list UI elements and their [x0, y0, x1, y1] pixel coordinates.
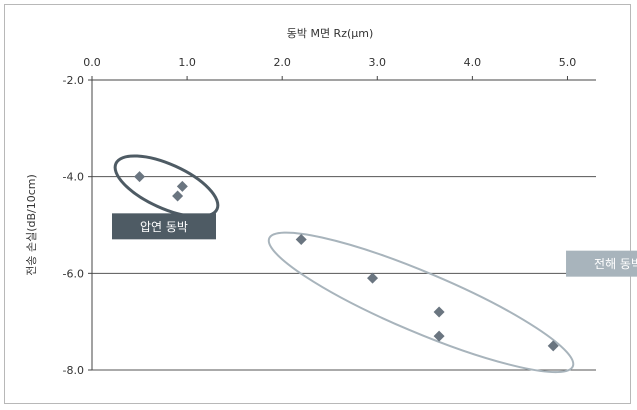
y-tick-label-1: -4.0: [63, 171, 84, 184]
y-tick-label-2: -6.0: [63, 267, 84, 280]
data-point-s0-2: [172, 190, 184, 202]
x-tick-label-3: 3.0: [369, 56, 387, 69]
group-ellipse-0: [113, 154, 220, 219]
group-ellipse-1: [267, 231, 575, 374]
data-point-s0-0: [134, 171, 146, 183]
x-tick-label-2: 2.0: [273, 56, 291, 69]
x-axis-title: 동박 M면 Rz(µm): [287, 27, 374, 40]
y-tick-label-3: -8.0: [63, 364, 84, 377]
data-points: [134, 171, 559, 352]
group-label-0: 압연 동박: [140, 220, 188, 234]
x-tick-label-0: 0.0: [83, 56, 101, 69]
data-point-s1-4: [547, 340, 559, 352]
group-label-1: 전해 동박: [594, 257, 637, 271]
data-point-s1-2: [433, 306, 445, 318]
data-point-s1-1: [367, 272, 379, 284]
ticks: 0.0 1.0 2.0 3.0 4.0 5.0 -2.0 -4.0 -6.0 -8.0: [63, 56, 577, 377]
group-label-box-1: [566, 250, 637, 277]
x-tick-label-4: 4.0: [464, 56, 482, 69]
data-point-s0-1: [176, 180, 188, 192]
group-ellipses: [113, 154, 575, 374]
group-label-box-0: [112, 213, 216, 240]
y-axis-title: 전송 손실(dB/10cm): [25, 174, 38, 276]
x-tick-label-5: 5.0: [559, 56, 577, 69]
data-point-s1-0: [295, 234, 307, 245]
data-point-s1-3: [433, 330, 445, 342]
y-tick-label-0: -2.0: [63, 74, 84, 87]
x-tick-label-1: 1.0: [178, 56, 196, 69]
